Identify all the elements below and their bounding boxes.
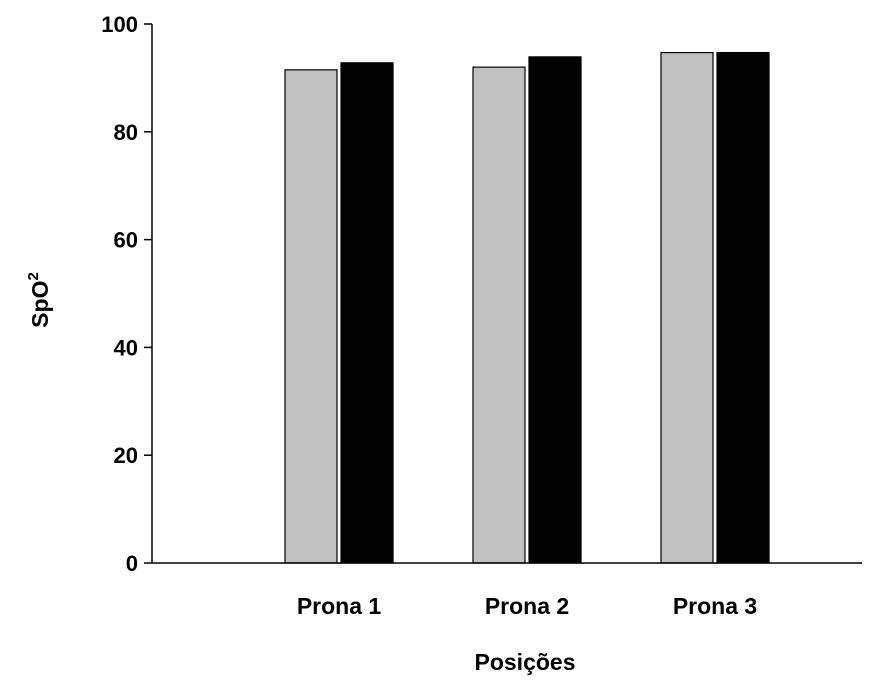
bar-series1-prona-2 xyxy=(472,66,526,564)
y-tick-label: 100 xyxy=(101,12,138,37)
y-tick-label: 60 xyxy=(114,228,138,253)
bar-series2-prona-3 xyxy=(716,51,770,564)
category-label: Prona 1 xyxy=(297,593,382,619)
y-tick-label: 20 xyxy=(114,443,138,468)
bar-series1-prona-1 xyxy=(284,69,338,564)
bar-series2-prona-1 xyxy=(340,62,394,564)
y-tick-label: 40 xyxy=(114,335,138,360)
bar-series1-prona-3 xyxy=(660,51,714,564)
x-axis-title: Posições xyxy=(475,649,576,675)
category-label: Prona 2 xyxy=(485,593,569,619)
y-tick-label: 80 xyxy=(114,120,138,145)
category-labels-group: Prona 1 Prona 2 Prona 3 xyxy=(297,593,757,619)
y-axis-title-base: SpO xyxy=(27,281,53,328)
category-label: Prona 3 xyxy=(673,593,757,619)
bar-series2-prona-2 xyxy=(528,56,582,564)
bars-group xyxy=(284,51,770,564)
y-tick-label: 0 xyxy=(126,551,138,576)
y-ticks-group: 0 20 40 60 80 100 xyxy=(101,12,152,576)
y-axis-title: SpO2 xyxy=(25,272,53,328)
y-axis-title-superscript: 2 xyxy=(25,272,42,280)
